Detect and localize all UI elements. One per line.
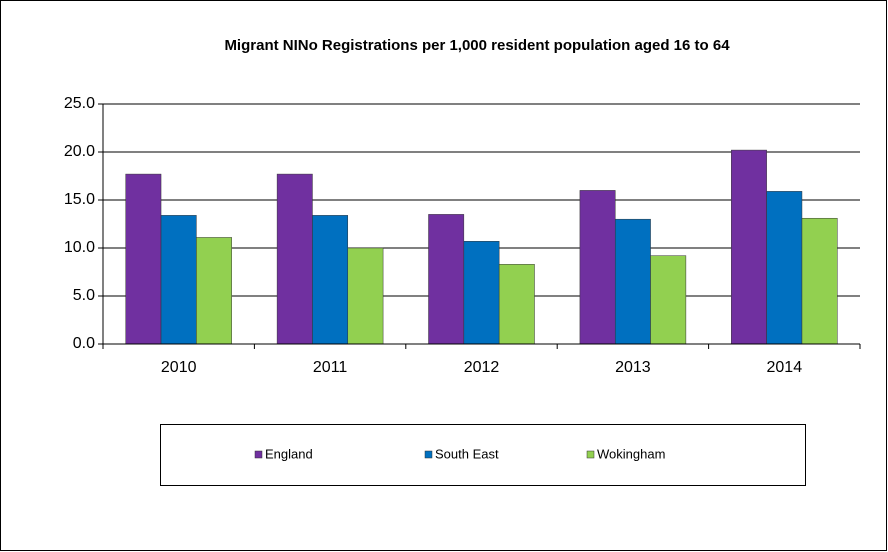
legend-swatch [254,450,263,459]
y-tick-label: 5.0 [73,287,95,304]
bar [125,173,162,345]
bar [312,215,349,345]
bar [347,247,384,345]
bar [650,255,687,345]
y-tick-label: 15.0 [64,191,95,208]
bar [463,241,500,345]
bar [801,217,838,345]
legend-box [160,424,806,486]
bar [579,190,616,345]
legend-label: England [265,446,313,461]
bar [498,264,535,345]
bar [196,237,232,345]
chart-title: Migrant NINo Registrations per 1,000 res… [224,37,730,54]
x-tick-label: 2011 [313,359,348,376]
bar [731,149,767,345]
x-tick-label: 2010 [161,359,197,376]
x-tick-label: 2012 [464,359,500,376]
bar [160,215,197,345]
y-tick-label: 0.0 [73,335,95,352]
legend-label: Wokingham [597,446,665,461]
y-tick-label: 20.0 [64,143,95,160]
bar [766,191,803,345]
bar [428,214,465,345]
bar [276,173,313,345]
x-tick-label: 2014 [767,359,803,376]
legend-swatch [586,450,595,459]
y-tick-label: 10.0 [64,239,95,256]
x-tick-label: 2013 [615,359,651,376]
y-tick-label: 25.0 [64,95,95,112]
legend-label: South East [435,446,499,461]
legend-swatch [424,450,433,459]
bar [614,218,651,345]
